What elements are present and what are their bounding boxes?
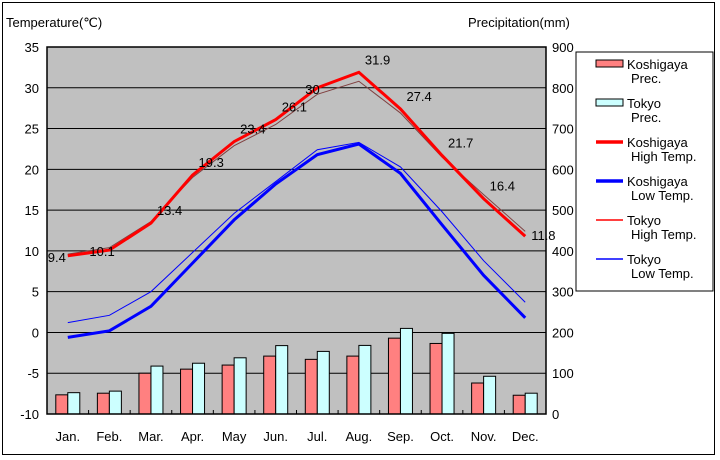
x-tick-label: May — [222, 429, 247, 444]
bar-koshigaya-prec- — [304, 358, 318, 415]
y-left-axis-title: Temperature(℃) — [6, 15, 102, 30]
bar-tokyo-prec- — [316, 350, 330, 415]
legend-swatch — [595, 59, 624, 68]
bar-koshigaya-prec- — [471, 382, 485, 415]
data-label: 26.1 — [282, 100, 307, 115]
legend-label: Tokyo — [627, 213, 661, 228]
legend-label: High Temp. — [631, 227, 697, 242]
x-tick-label: Dec. — [512, 429, 539, 444]
legend-label: Tokyo — [627, 252, 661, 267]
bar-koshigaya-prec- — [96, 392, 110, 415]
x-tick-label: Jan. — [56, 429, 81, 444]
line-tokyo-low-temp- — [67, 141, 526, 324]
x-tick-label: Aug. — [346, 429, 373, 444]
line-koshigaya-low-temp- — [67, 142, 527, 339]
y-right-tick-label: 900 — [552, 40, 574, 55]
bar-koshigaya-prec- — [138, 372, 152, 415]
legend-label: Koshigaya — [627, 57, 688, 72]
y-right-tick-label: 200 — [552, 325, 574, 340]
data-label: 10.1 — [89, 244, 114, 259]
bar-koshigaya-prec- — [346, 355, 360, 415]
y-left-tick-label: 35 — [25, 40, 39, 55]
y-left-tick-label: 10 — [25, 244, 39, 259]
y-right-tick-label: 700 — [552, 122, 574, 137]
bar-koshigaya-prec- — [263, 355, 277, 415]
data-label: 27.4 — [406, 89, 431, 104]
data-label: 9.4 — [48, 250, 66, 265]
legend-label: Low Temp. — [631, 266, 694, 281]
line-koshigaya-high-temp- — [67, 70, 527, 258]
x-tick-label: Sep. — [387, 429, 414, 444]
y-right-tick-label: 100 — [552, 366, 574, 381]
bar-tokyo-prec- — [358, 344, 372, 415]
y-left-tick-label: -5 — [27, 366, 39, 381]
legend-label: Prec. — [631, 110, 661, 125]
bar-koshigaya-prec- — [512, 394, 526, 415]
legend-label: Tokyo — [627, 96, 661, 111]
y-right-tick-label: 300 — [552, 285, 574, 300]
bar-koshigaya-prec- — [180, 368, 194, 415]
bar-tokyo-prec- — [483, 375, 497, 415]
data-label: 31.9 — [365, 52, 390, 67]
data-label: 21.7 — [448, 135, 473, 150]
y-right-tick-label: 800 — [552, 81, 574, 96]
x-tick-label: Jun. — [263, 429, 288, 444]
data-label: 23.4 — [240, 122, 265, 137]
x-tick-label: Oct. — [430, 429, 454, 444]
bar-tokyo-prec- — [108, 390, 122, 415]
y-right-axis-title: Precipitation(mm) — [468, 15, 570, 30]
x-tick-label: Feb. — [96, 429, 122, 444]
y-right-tick-label: 500 — [552, 203, 574, 218]
x-tick-label: Mar. — [138, 429, 163, 444]
bar-koshigaya-prec- — [429, 342, 443, 415]
legend-label: Low Temp. — [631, 188, 694, 203]
legend-box — [575, 51, 714, 292]
bar-tokyo-prec- — [275, 345, 289, 415]
plot-border — [46, 46, 547, 415]
y-right-tick-label: 600 — [552, 162, 574, 177]
bar-tokyo-prec- — [524, 392, 538, 415]
data-label: 13.4 — [157, 203, 182, 218]
x-tick-label: Jul. — [307, 429, 327, 444]
legend-swatch — [595, 98, 624, 107]
chart-frame — [2, 2, 715, 455]
legend-label: High Temp. — [631, 149, 697, 164]
bar-tokyo-prec- — [441, 332, 455, 415]
y-left-tick-label: 25 — [25, 122, 39, 137]
plot-area — [47, 47, 546, 414]
y-right-tick-label: 0 — [552, 407, 559, 422]
x-tick-label: Apr. — [181, 429, 204, 444]
data-label: 16.4 — [490, 179, 515, 194]
bar-koshigaya-prec- — [55, 394, 69, 415]
y-left-tick-label: 30 — [25, 81, 39, 96]
bar-koshigaya-prec- — [387, 337, 401, 415]
legend-label: Prec. — [631, 71, 661, 86]
data-label: 30 — [305, 82, 319, 97]
bar-tokyo-prec- — [192, 362, 206, 415]
data-label: 11.8 — [531, 228, 555, 243]
bar-koshigaya-prec- — [221, 364, 235, 415]
bar-tokyo-prec- — [150, 365, 164, 415]
y-left-tick-label: 20 — [25, 162, 39, 177]
bar-tokyo-prec- — [67, 392, 81, 415]
y-left-tick-label: -10 — [20, 407, 39, 422]
bar-tokyo-prec- — [233, 357, 247, 415]
y-right-tick-label: 400 — [552, 244, 574, 259]
x-tick-label: Nov. — [471, 429, 497, 444]
y-left-tick-label: 15 — [25, 203, 39, 218]
legend-label: Koshigaya — [627, 135, 688, 150]
bar-tokyo-prec- — [399, 327, 413, 415]
y-left-tick-label: 0 — [32, 325, 39, 340]
y-left-tick-label: 5 — [32, 285, 39, 300]
data-label: 19.3 — [199, 155, 224, 170]
legend-label: Koshigaya — [627, 174, 688, 189]
